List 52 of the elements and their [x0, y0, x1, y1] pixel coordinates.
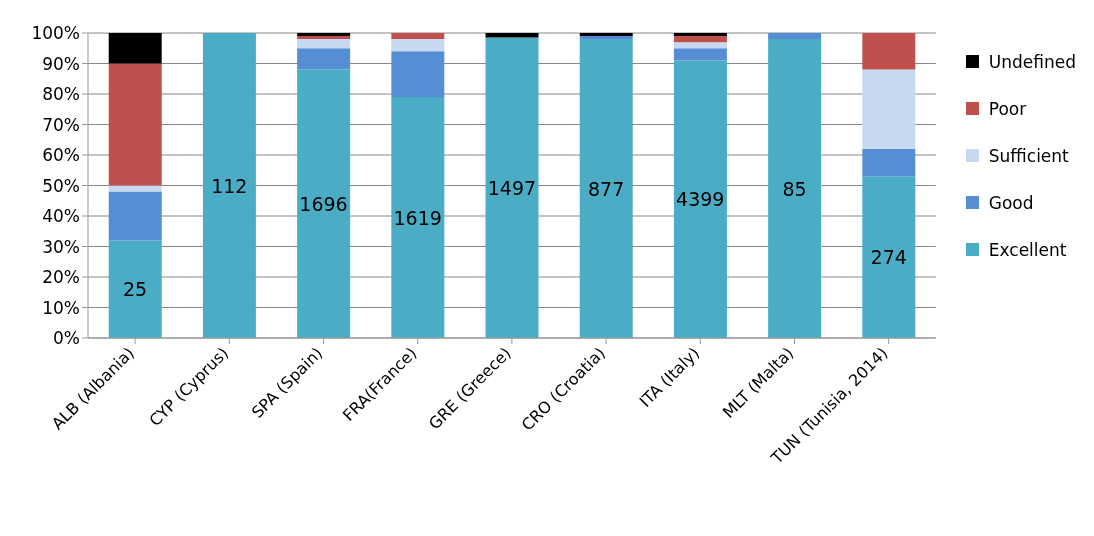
bar: [485, 33, 539, 38]
bar: [202, 33, 256, 338]
bar: [108, 63, 162, 186]
bar: [297, 69, 351, 338]
y-tick-label: 60%: [42, 145, 80, 166]
bar: [673, 48, 727, 61]
y-tick-label: 10%: [42, 297, 80, 318]
legend-label: Good: [988, 192, 1034, 213]
y-tick-label: 40%: [42, 206, 80, 227]
y-tick-label: 30%: [42, 236, 80, 257]
y-tick-label: 80%: [42, 84, 80, 105]
bar: [673, 33, 727, 37]
bar: [391, 51, 445, 98]
bar: [673, 42, 727, 49]
annotation: 274: [870, 246, 907, 269]
annotation: 85: [782, 177, 807, 200]
legend-label: Sufficient: [988, 145, 1069, 166]
bar: [297, 39, 351, 49]
bar: [391, 97, 445, 338]
bar: [108, 185, 162, 192]
bar: [391, 33, 445, 40]
y-tick-label: 20%: [42, 267, 80, 288]
bar: [862, 176, 916, 338]
annotation: 1497: [487, 176, 537, 199]
y-tick-label: 70%: [42, 114, 80, 135]
bar: [108, 240, 162, 338]
legend-label: Undefined: [988, 51, 1076, 72]
bar: [391, 39, 445, 52]
legend-label: Poor: [988, 98, 1027, 119]
y-tick-label: 0%: [53, 328, 80, 349]
bar: [297, 48, 351, 70]
annotation: 112: [211, 174, 248, 197]
annotation: 877: [587, 177, 625, 200]
annotation: 1696: [299, 192, 348, 215]
bar: [768, 39, 822, 338]
annotation: 1619: [393, 206, 442, 229]
bar: [579, 39, 633, 338]
bar: [673, 36, 727, 43]
bar: [108, 191, 162, 241]
y-tick-label: 50%: [42, 175, 80, 196]
y-tick-label: 90%: [42, 53, 80, 74]
annotation: 4399: [676, 188, 725, 211]
bar: [862, 33, 916, 70]
legend-label: Excellent: [988, 239, 1067, 260]
annotation: 25: [123, 278, 148, 301]
bar: [485, 37, 539, 338]
bar: [862, 69, 916, 149]
bar: [673, 60, 727, 338]
bar: [108, 33, 162, 64]
y-tick-label: 100%: [31, 23, 80, 44]
bar: [862, 148, 916, 177]
bar: [768, 33, 822, 40]
